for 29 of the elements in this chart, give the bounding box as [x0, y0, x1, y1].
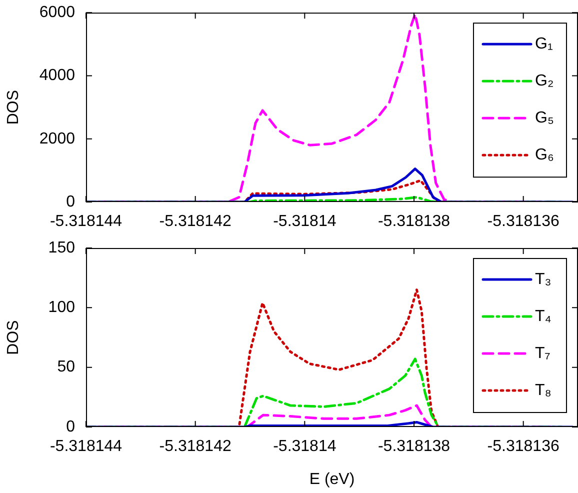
x-tick-label: -5.318144: [50, 213, 122, 230]
legend-label: T₈: [535, 382, 552, 399]
legend-label: T₇: [535, 344, 550, 362]
legend-label: T₄: [535, 308, 552, 325]
y-tick-label: 6000: [39, 4, 76, 22]
legend-label: G₅: [535, 110, 554, 127]
y-tick-label: 0: [66, 193, 76, 210]
x-tick-label: -5.318138: [378, 213, 450, 230]
x-tick-label: -5.318144: [50, 438, 122, 456]
x-tick-label: -5.318142: [159, 213, 232, 230]
y-tick-label: 2000: [39, 130, 76, 148]
y-tick-label: 150: [48, 239, 76, 256]
legend-label: G₆: [535, 146, 554, 164]
x-tick-label: -5.318138: [378, 438, 450, 456]
legend-label: G₂: [535, 72, 554, 90]
x-tick-label: -5.318136: [487, 213, 560, 230]
y-axis-title: DOS: [5, 90, 22, 125]
x-tick-label: -5.31814: [273, 213, 336, 230]
legend-label: G₁: [535, 36, 553, 53]
x-tick-label: -5.31814: [273, 438, 336, 456]
y-tick-label: 50: [57, 358, 76, 376]
y-tick-label: 0: [66, 418, 76, 436]
y-axis-title: DOS: [5, 320, 22, 355]
x-axis-title: E (eV): [309, 470, 355, 488]
x-tick-label: -5.318136: [487, 438, 560, 456]
x-tick-label: -5.318142: [159, 438, 232, 456]
legend-label: T₃: [535, 270, 552, 288]
y-tick-label: 4000: [39, 67, 76, 84]
y-tick-label: 100: [48, 299, 76, 316]
